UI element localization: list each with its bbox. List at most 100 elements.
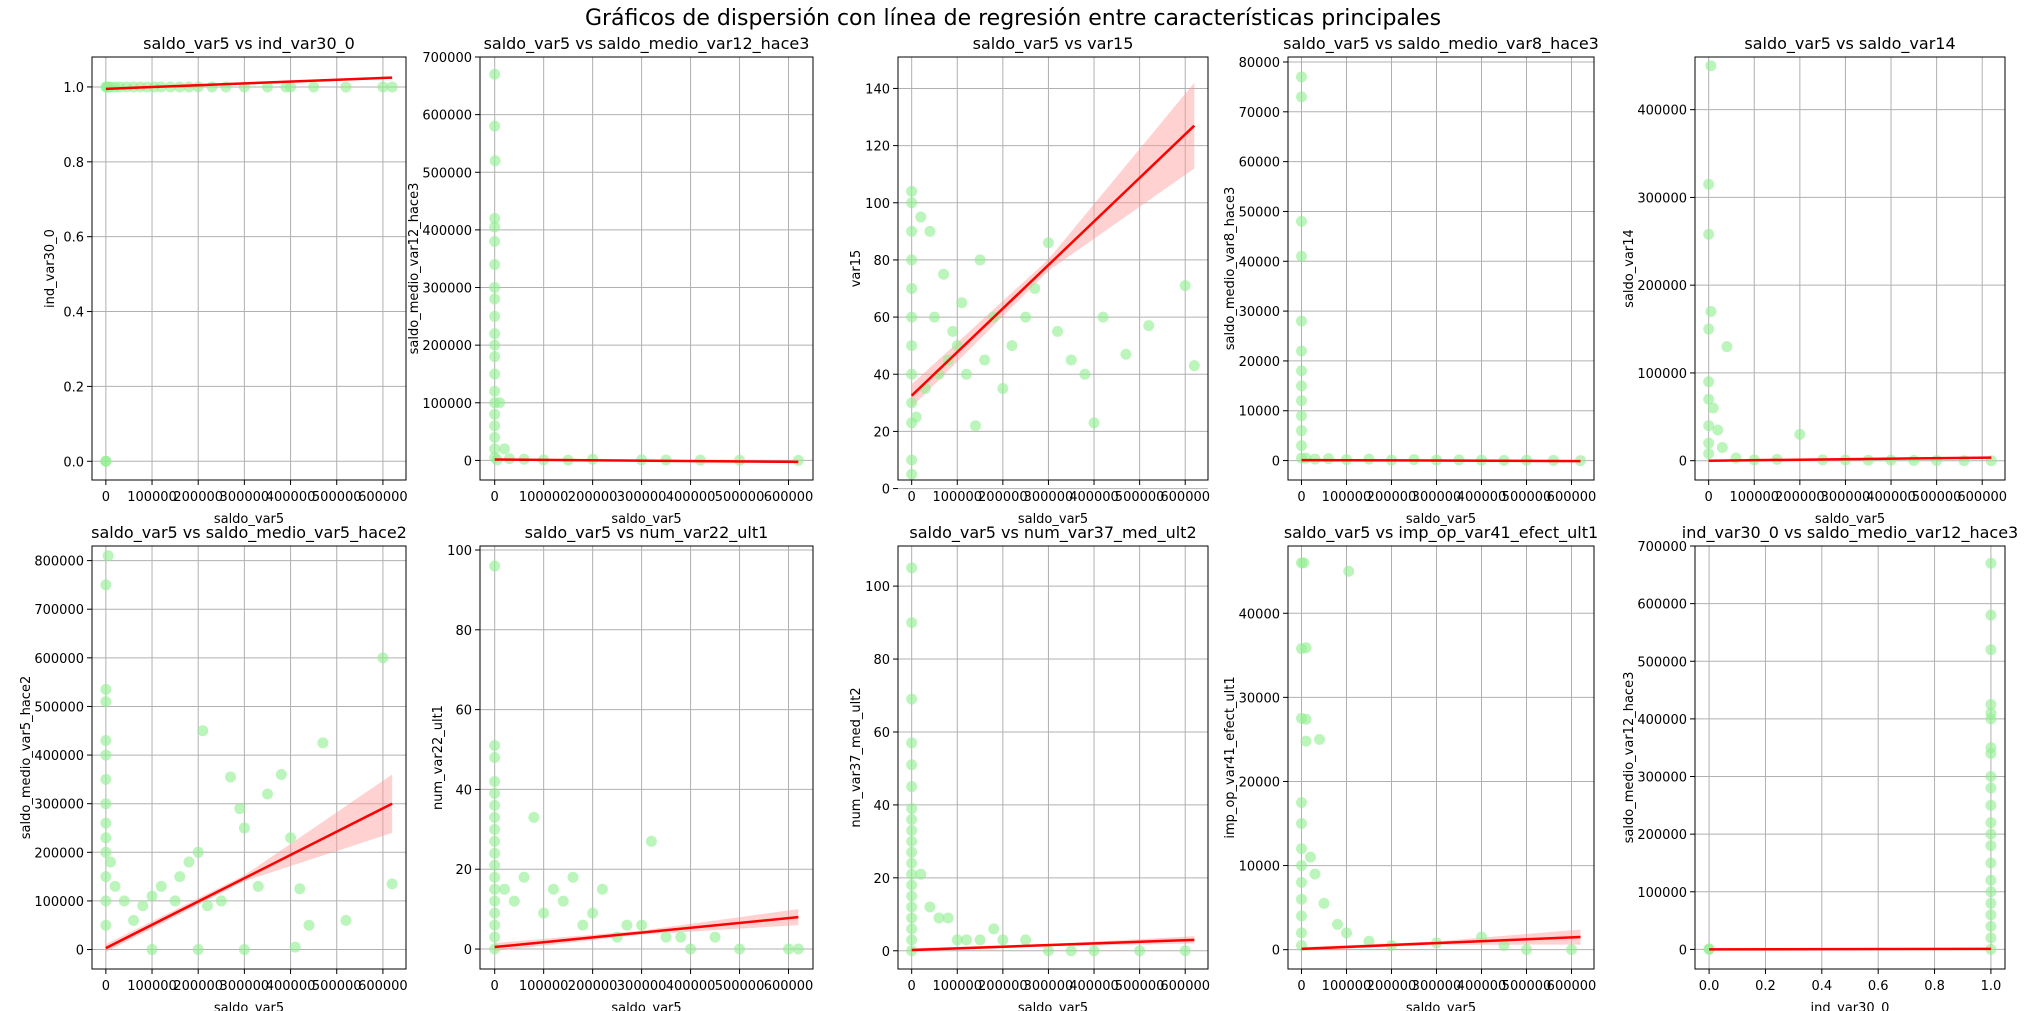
data-point xyxy=(197,725,209,737)
y-tick-label: 100000 xyxy=(1637,367,1687,382)
data-point xyxy=(489,919,501,931)
data-point xyxy=(997,934,1009,946)
x-tick-label: 0 xyxy=(491,979,499,994)
x-tick-label: 1.0 xyxy=(1981,979,2002,994)
x-tick-label: 400000 xyxy=(1457,979,1507,994)
x-tick-label: 600000 xyxy=(1957,490,2007,505)
data-point xyxy=(947,325,959,337)
data-point xyxy=(1931,455,1943,467)
x-tick-label: 300000 xyxy=(1412,490,1462,505)
data-point xyxy=(1052,325,1064,337)
data-point xyxy=(1300,642,1312,654)
data-point xyxy=(1985,747,1997,759)
x-tick-label: 200000 xyxy=(978,490,1028,505)
data-point xyxy=(201,900,213,912)
data-point xyxy=(275,769,287,781)
data-point xyxy=(100,455,112,467)
regression-line xyxy=(105,802,393,950)
data-point xyxy=(960,934,972,946)
y-tick-label: 0.2 xyxy=(63,380,84,395)
data-point xyxy=(174,871,186,883)
data-point xyxy=(906,781,918,793)
data-point xyxy=(340,81,352,93)
axes-frame xyxy=(91,56,407,481)
data-point xyxy=(128,914,140,926)
y-tick-label: 0.6 xyxy=(63,231,84,246)
y-tick-label: 100 xyxy=(865,580,890,595)
data-point xyxy=(906,468,918,480)
y-axis-label: saldo_medio_var12_hace3 xyxy=(407,183,422,355)
regression-line xyxy=(1301,935,1581,951)
y-tick-label: 40 xyxy=(873,368,890,383)
data-point xyxy=(1343,565,1355,577)
y-tick-label: 800000 xyxy=(34,555,84,570)
y-axis-label: saldo_medio_var12_hace3 xyxy=(1622,672,1637,844)
data-point xyxy=(1703,437,1715,449)
x-axis-label: saldo_var5 xyxy=(214,512,284,527)
data-point xyxy=(906,197,918,209)
x-tick-label: 200000 xyxy=(568,979,618,994)
data-point xyxy=(308,81,320,93)
data-point xyxy=(1296,440,1307,452)
x-tick-label: 500000 xyxy=(1115,490,1165,505)
figure-title: Gráficos de dispersión con línea de regr… xyxy=(584,6,1442,31)
data-point xyxy=(146,890,158,902)
data-point xyxy=(906,857,918,869)
data-point xyxy=(489,859,501,871)
y-tick-label: 0 xyxy=(882,945,890,960)
y-tick-label: 100000 xyxy=(1637,886,1687,901)
regression-line xyxy=(1708,456,1992,462)
confidence-band xyxy=(911,82,1195,408)
x-tick-label: 300000 xyxy=(1821,490,1871,505)
data-point xyxy=(489,823,501,835)
x-axis-label: saldo_var5 xyxy=(214,1001,284,1011)
data-point xyxy=(942,912,954,924)
data-point xyxy=(289,941,301,953)
data-point xyxy=(1305,851,1316,863)
y-tick-label: 0.8 xyxy=(63,156,84,171)
subplot-title: saldo_var5 vs num_var22_ult1 xyxy=(525,523,769,543)
data-point xyxy=(1300,713,1312,725)
x-tick-label: 600000 xyxy=(358,979,408,994)
data-point xyxy=(508,895,520,907)
y-tick-label: 700000 xyxy=(34,603,84,618)
data-point xyxy=(1296,315,1307,327)
x-axis-label: saldo_var5 xyxy=(1406,1001,1476,1011)
data-point xyxy=(1985,799,1997,811)
data-point xyxy=(924,225,936,237)
data-point xyxy=(1705,60,1717,72)
data-point xyxy=(557,895,569,907)
x-tick-label: 600000 xyxy=(764,490,814,505)
y-tick-label: 100000 xyxy=(422,397,472,412)
data-point xyxy=(489,258,501,270)
y-tick-label: 20000 xyxy=(1239,355,1280,370)
data-point xyxy=(1296,410,1307,422)
data-point xyxy=(1088,417,1100,429)
subplot-title: saldo_var5 vs imp_op_var41_efect_ult1 xyxy=(1284,523,1598,543)
y-tick-label: 20000 xyxy=(1239,775,1280,790)
data-point xyxy=(489,431,501,443)
y-tick-label: 200000 xyxy=(422,339,472,354)
data-point xyxy=(1703,228,1715,240)
y-tick-label: 300000 xyxy=(1637,191,1687,206)
data-point xyxy=(1020,311,1032,323)
y-tick-label: 0 xyxy=(76,944,84,959)
x-tick-label: 500000 xyxy=(312,979,362,994)
y-tick-label: 200000 xyxy=(34,846,84,861)
data-point xyxy=(104,856,116,868)
data-point xyxy=(906,185,918,197)
y-axis-label: ind_var30_0 xyxy=(43,229,58,308)
data-point xyxy=(906,835,918,847)
data-point xyxy=(1712,424,1724,436)
y-tick-label: 100 xyxy=(447,544,472,559)
data-point xyxy=(489,560,501,572)
data-point xyxy=(285,832,297,844)
data-point xyxy=(596,883,608,895)
x-tick-label: 300000 xyxy=(617,490,667,505)
data-point xyxy=(1985,874,1997,886)
data-point xyxy=(1296,380,1307,392)
data-point xyxy=(792,943,804,955)
data-point xyxy=(1143,320,1155,332)
